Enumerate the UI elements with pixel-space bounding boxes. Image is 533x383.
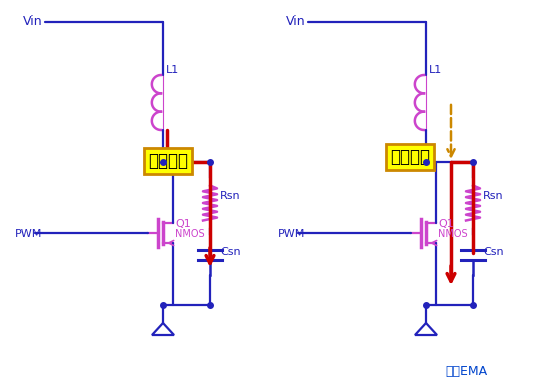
Text: 百芯EMA: 百芯EMA: [445, 365, 487, 378]
Text: L1: L1: [429, 65, 442, 75]
Text: Rsn: Rsn: [220, 191, 240, 201]
Text: Csn: Csn: [483, 247, 504, 257]
Text: PWM: PWM: [278, 229, 305, 239]
Text: L1: L1: [166, 65, 179, 75]
Text: 电流放电: 电流放电: [148, 152, 188, 170]
Text: Rsn: Rsn: [483, 191, 504, 201]
Text: PWM: PWM: [15, 229, 43, 239]
Text: Q1: Q1: [175, 219, 191, 229]
Text: NMOS: NMOS: [438, 229, 467, 239]
Text: Vin: Vin: [286, 15, 305, 28]
Text: Csn: Csn: [220, 247, 240, 257]
Text: Vin: Vin: [23, 15, 43, 28]
Text: 电流充电: 电流充电: [390, 148, 430, 166]
Text: NMOS: NMOS: [175, 229, 205, 239]
Text: Q1: Q1: [438, 219, 454, 229]
